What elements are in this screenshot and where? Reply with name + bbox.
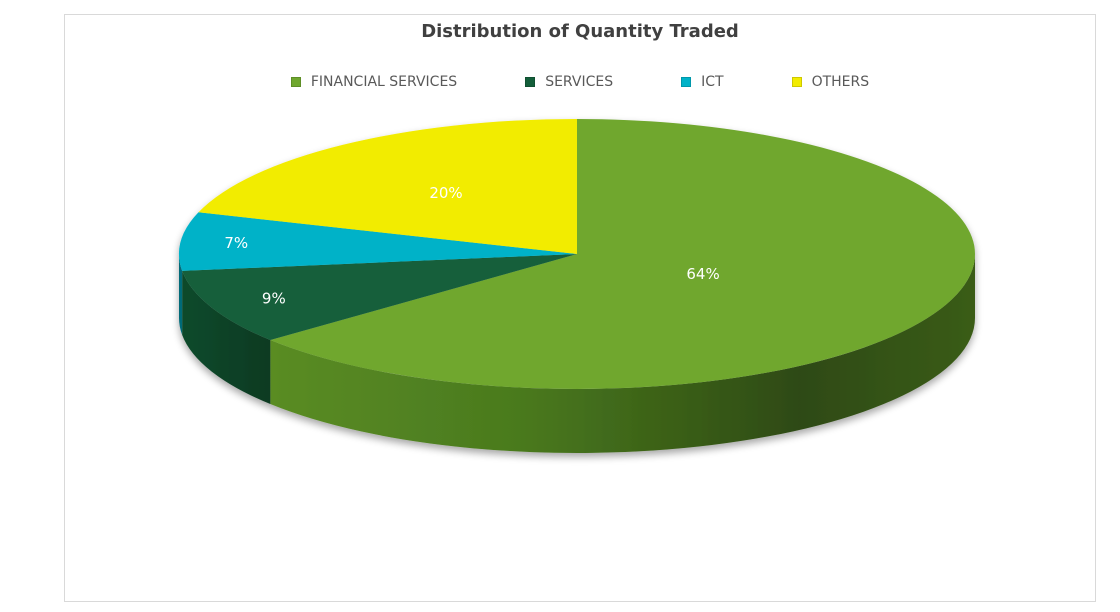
legend-item-others[interactable]: OTHERS: [791, 74, 870, 90]
pie-slice-financial-services[interactable]: [270, 119, 976, 389]
legend-item-services[interactable]: SERVICES: [525, 74, 613, 90]
slice-label-others: 20%: [429, 184, 462, 202]
pie-slice-ict[interactable]: [178, 212, 577, 271]
legend-item-financial-services[interactable]: FINANCIAL SERVICES: [290, 74, 458, 90]
pie-side-financial-services: [270, 254, 976, 453]
legend-label: FINANCIAL SERVICES: [310, 74, 458, 90]
slice-label-services: 9%: [262, 290, 286, 308]
legend-label: OTHERS: [811, 74, 870, 90]
legend-label: SERVICES: [545, 74, 614, 90]
legend-swatch-ict: [681, 77, 692, 87]
legend-swatch-others: [791, 77, 802, 87]
pie-side-ict: [179, 254, 183, 335]
pie-side-services: [182, 270, 271, 405]
chart-title: Distribution of Quantity Traded: [421, 21, 739, 42]
pie-chart: 64% 9% 7% 20%: [178, 119, 976, 453]
chart-frame: Distribution of Quantity Traded FINANCIA…: [64, 14, 1096, 602]
slice-label-financial-services: 64%: [686, 265, 719, 283]
pie-slice-services[interactable]: [182, 254, 577, 341]
legend-label: ICT: [701, 74, 724, 90]
pie-slice-others[interactable]: [198, 119, 578, 254]
chart-legend: FINANCIAL SERVICES SERVICES ICT OTHERS: [65, 74, 1095, 90]
legend-swatch-services: [525, 77, 536, 87]
slice-label-ict: 7%: [224, 234, 248, 252]
legend-swatch-financial-services: [290, 77, 301, 87]
legend-item-ict[interactable]: ICT: [681, 74, 724, 90]
